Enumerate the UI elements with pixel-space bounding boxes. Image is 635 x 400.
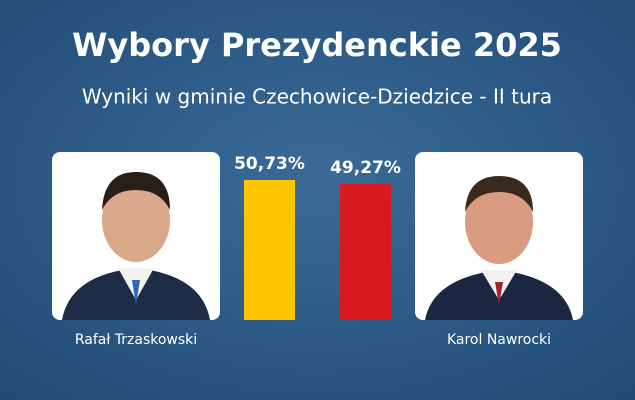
candidate-name: Karol Nawrocki — [447, 332, 551, 348]
value-label: 50,73% — [234, 154, 305, 174]
bar — [244, 180, 295, 320]
chart-title: Wybory Prezydenckie 2025 — [72, 26, 562, 64]
chart-subtitle: Wyniki w gminie Czechowice-Dziedzice - I… — [82, 85, 552, 109]
candidate-photo — [52, 152, 220, 320]
bar — [340, 184, 391, 320]
value-label: 49,27% — [330, 158, 401, 178]
candidate-name: Rafał Trzaskowski — [75, 332, 197, 348]
candidate-photo — [415, 152, 583, 320]
